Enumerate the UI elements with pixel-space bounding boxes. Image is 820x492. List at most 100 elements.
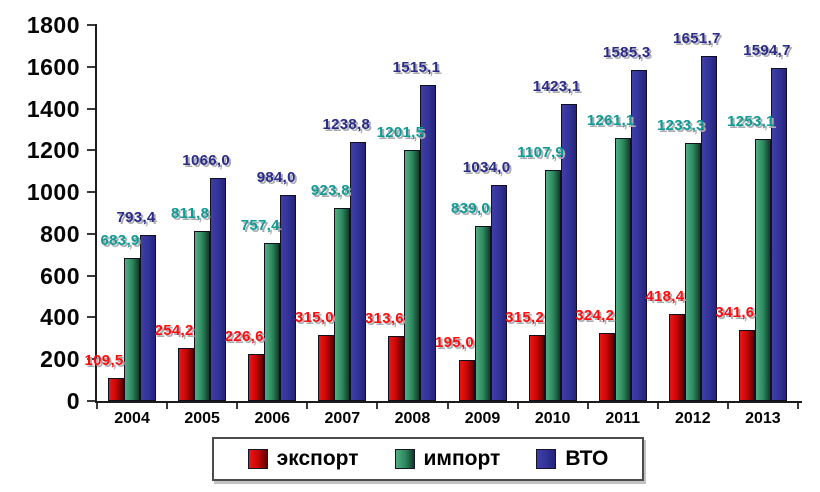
bar-export-2008 xyxy=(388,335,405,401)
bar-label-export-2013: 341,6 xyxy=(715,303,755,321)
bar-export-2007 xyxy=(318,335,335,401)
x-tick-1 xyxy=(166,403,169,409)
bar-label-import-2011: 1261,1 xyxy=(586,111,635,129)
bar-label-vto-2008: 1515,1 xyxy=(392,58,441,76)
legend-label-export: экспорт xyxy=(276,447,359,470)
bar-label-import-2010: 1107,9 xyxy=(517,143,565,161)
bar-label-vto-2012: 1651,7 xyxy=(673,29,721,47)
bar-vto-2007 xyxy=(350,142,367,401)
y-tick-label-800: 800 xyxy=(40,220,80,247)
y-axis: 0 200 400 600 800 1000 1200 1400 1600 1800 xyxy=(0,0,80,492)
bar-label-vto-2005: 1066,0 xyxy=(182,152,230,170)
y-tick-label-1000: 1000 xyxy=(26,179,80,206)
bar-label-vto-2004: 793,4 xyxy=(116,209,156,227)
bar-import-2011 xyxy=(614,137,631,401)
x-label-2009: 2009 xyxy=(464,410,501,427)
x-axis: 2004 2005 2006 2007 2008 2009 2010 2011 2012 2013 xyxy=(97,408,798,430)
import-swatch xyxy=(394,449,415,469)
bar-label-import-2012: 1233,3 xyxy=(657,117,705,135)
x-label-2010: 2010 xyxy=(534,410,571,427)
x-tick-5 xyxy=(446,403,449,409)
bar-vto-2004 xyxy=(140,235,157,401)
bar-group-2010: 315,2 1107,9 1423,1 xyxy=(505,25,588,401)
x-label-2006: 2006 xyxy=(254,410,291,427)
y-tick-600 xyxy=(87,274,95,277)
bar-label-import-2006: 757,4 xyxy=(240,216,280,234)
bar-group-2009: 195,0 839,0 1034,0 xyxy=(435,25,518,401)
y-tick-1800 xyxy=(87,24,95,26)
y-tick-1200 xyxy=(87,149,95,152)
x-tick-9 xyxy=(726,403,729,409)
y-tick-label-1600: 1600 xyxy=(26,53,80,80)
bar-export-2012 xyxy=(668,313,685,401)
y-tick-0 xyxy=(87,400,95,402)
bar-label-vto-2006: 984,0 xyxy=(256,169,296,187)
bar-export-2010 xyxy=(528,335,545,401)
bar-vto-2013 xyxy=(770,67,787,401)
bar-import-2013 xyxy=(754,139,771,401)
bar-label-vto-2013: 1594,7 xyxy=(743,41,791,59)
bar-label-export-2009: 195,0 xyxy=(435,334,475,352)
y-axis-line xyxy=(95,24,97,403)
bar-label-import-2005: 811,8 xyxy=(171,205,210,223)
bar-import-2007 xyxy=(334,208,351,401)
legend: экспорт импорт ВТО xyxy=(212,437,644,481)
bar-label-export-2007: 315,0 xyxy=(294,309,334,327)
bar-label-vto-2007: 1238,8 xyxy=(322,116,371,134)
bar-vto-2009 xyxy=(490,185,507,401)
bar-label-import-2013: 1253,1 xyxy=(727,113,775,131)
x-label-2005: 2005 xyxy=(184,410,220,427)
x-tick-4 xyxy=(376,403,379,409)
bar-label-vto-2009: 1034,0 xyxy=(462,159,511,177)
x-tick-0 xyxy=(96,403,98,409)
bar-group-2004: 109,5 683,9 793,4 xyxy=(85,25,167,401)
bar-label-import-2009: 839,0 xyxy=(451,199,491,217)
legend-label-vto: ВТО xyxy=(565,447,609,470)
legend-item-export: экспорт xyxy=(247,447,359,471)
bar-import-2012 xyxy=(684,143,701,401)
bar-export-2005 xyxy=(178,347,195,401)
export-swatch xyxy=(247,449,268,469)
bar-label-export-2006: 226,6 xyxy=(224,327,264,345)
x-label-2011: 2011 xyxy=(605,410,641,427)
x-tick-8 xyxy=(656,403,659,409)
bar-label-vto-2011: 1585,3 xyxy=(602,43,651,61)
x-tick-7 xyxy=(586,403,589,409)
bar-vto-2005 xyxy=(210,178,227,401)
y-tick-label-600: 600 xyxy=(40,262,80,289)
bar-label-import-2007: 923,8 xyxy=(310,182,350,200)
bar-vto-2012 xyxy=(700,55,717,401)
y-tick-1400 xyxy=(87,107,95,110)
bar-export-2004 xyxy=(108,378,125,401)
x-label-2013: 2013 xyxy=(745,410,781,427)
bar-export-2013 xyxy=(738,329,755,401)
x-label-2004: 2004 xyxy=(114,410,150,427)
bar-import-2004 xyxy=(124,258,141,401)
bar-import-2008 xyxy=(404,150,421,401)
y-tick-label-200: 200 xyxy=(40,346,80,373)
bar-export-2011 xyxy=(598,333,615,401)
vto-swatch xyxy=(536,449,557,469)
bar-group-2012: 418,4 1233,3 1651,7 xyxy=(645,25,728,401)
bar-label-export-2008: 313,6 xyxy=(364,309,404,327)
bar-import-2006 xyxy=(264,242,281,401)
plot-area: 109,5 683,9 793,4 254,2 811,8 1066,0 226,6 757,… xyxy=(85,24,802,409)
bar-group-2008: 313,6 1201,5 1515,1 xyxy=(365,25,447,401)
bar-group-2013: 341,6 1253,1 1594,7 xyxy=(715,25,798,401)
bar-vto-2010 xyxy=(560,103,577,401)
y-tick-200 xyxy=(87,358,95,361)
bar-label-import-2004: 683,9 xyxy=(100,232,140,250)
bar-export-2006 xyxy=(248,353,265,401)
bar-group-2005: 254,2 811,8 1066,0 xyxy=(155,25,237,401)
y-tick-label-1800: 1800 xyxy=(26,12,80,38)
bar-label-export-2012: 418,4 xyxy=(645,287,685,305)
y-tick-label-1400: 1400 xyxy=(26,95,80,122)
x-tick-3 xyxy=(306,403,309,409)
y-tick-800 xyxy=(87,232,95,235)
x-tick-6 xyxy=(516,403,519,409)
bar-vto-2008 xyxy=(420,84,437,401)
bar-group-2007: 315,0 923,8 1238,8 xyxy=(295,25,377,401)
legend-label-import: импорт xyxy=(423,447,501,470)
bar-label-vto-2010: 1423,1 xyxy=(532,77,581,95)
